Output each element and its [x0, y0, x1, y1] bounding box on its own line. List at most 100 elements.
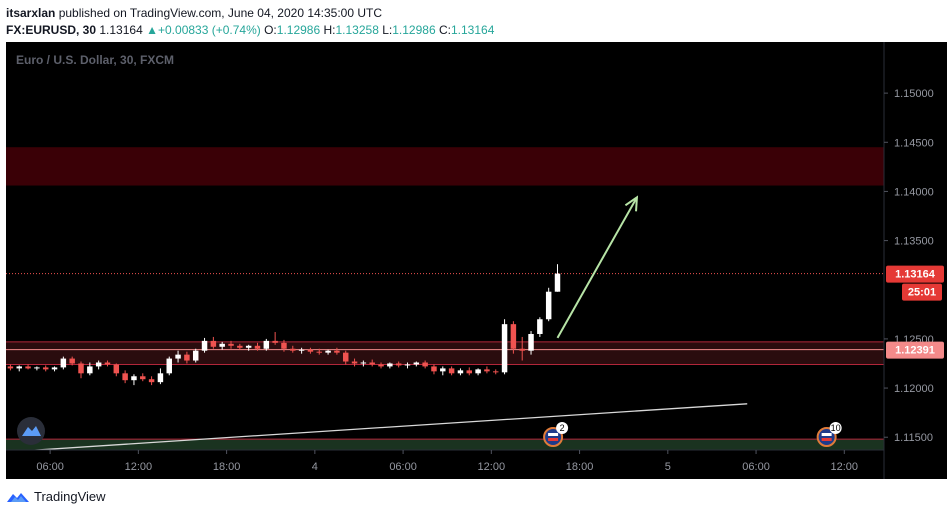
candle	[51, 366, 58, 372]
candle-body	[307, 349, 314, 352]
footer: TradingView	[6, 489, 106, 504]
candle-body	[87, 366, 93, 374]
ohlc-line: FX:EURUSD, 30 1.13164 ▲+0.00833 (+0.74%)…	[6, 23, 494, 37]
time-tick-label: 18:00	[213, 461, 241, 473]
flag-stripe	[821, 433, 832, 436]
time-tick-label: 06:00	[389, 461, 417, 473]
candle	[404, 362, 411, 369]
candle-body	[78, 363, 84, 374]
candle	[387, 362, 393, 369]
tradingview-logo-icon[interactable]	[6, 490, 30, 504]
candle	[484, 366, 490, 374]
candle	[554, 264, 561, 292]
candle	[122, 370, 128, 384]
candle	[493, 369, 499, 375]
candle-body	[554, 273, 561, 292]
candle	[440, 366, 446, 376]
low-label: L:	[382, 23, 393, 37]
countdown-label-text: 25:01	[908, 287, 936, 299]
time-tick-label: 12:00	[478, 461, 506, 473]
candle	[510, 321, 517, 354]
footer-brand[interactable]: TradingView	[34, 489, 106, 504]
last-value: 1.13164	[99, 23, 143, 37]
candle-body	[228, 343, 234, 346]
price-tick-label: 1.14500	[894, 137, 934, 149]
candle	[131, 374, 137, 386]
support-zone	[6, 341, 884, 365]
candle	[7, 364, 14, 371]
time-axis-bg	[6, 450, 884, 479]
flag-stripe	[548, 433, 559, 436]
candle-body	[122, 373, 128, 381]
event-count: 2	[560, 423, 565, 433]
candle-body	[466, 370, 473, 374]
time-tick-label: 4	[312, 461, 318, 473]
flag-stripe	[548, 438, 559, 441]
candle	[272, 332, 278, 345]
forecast-arrow	[556, 196, 638, 339]
watermark-cloud	[22, 426, 41, 436]
candle-body	[457, 370, 464, 374]
candle-body	[387, 363, 393, 367]
candle	[184, 351, 190, 364]
candle-body	[545, 291, 552, 320]
candle-body	[342, 352, 349, 362]
candle-body	[431, 366, 437, 372]
candle-body	[369, 362, 375, 365]
candle	[466, 367, 473, 376]
candle	[166, 356, 172, 376]
candle	[192, 348, 199, 363]
candle-body	[25, 366, 31, 369]
up-arrow-icon: ▲	[146, 23, 158, 37]
candle	[254, 342, 261, 351]
open-value: 1.12986	[276, 23, 321, 37]
high-value: 1.13258	[335, 23, 379, 37]
tradingview-watermark-icon	[17, 417, 45, 445]
candle-body	[95, 362, 102, 367]
candle	[395, 361, 402, 368]
candle	[431, 364, 437, 375]
candle-body	[7, 366, 14, 369]
candle	[78, 361, 84, 379]
candle	[42, 365, 49, 372]
candle-body	[537, 319, 543, 334]
candle-body	[157, 373, 164, 383]
candle	[219, 341, 225, 350]
candle-body	[42, 367, 49, 370]
candle-body	[237, 345, 243, 348]
candle	[34, 366, 40, 371]
candle	[228, 340, 234, 349]
event-count: 10	[831, 423, 841, 433]
last-price-label-box	[886, 265, 944, 283]
candle-body	[501, 324, 508, 373]
candle-body	[422, 362, 428, 367]
candle-body	[219, 343, 225, 347]
time-tick-label: 12:00	[831, 461, 859, 473]
author-name[interactable]: itsarxlan	[6, 6, 56, 20]
candle-body	[281, 342, 287, 349]
candle-body	[378, 364, 384, 367]
candle-body	[440, 368, 446, 372]
candle-body	[34, 367, 40, 369]
candle-body	[175, 354, 181, 359]
price-chart[interactable]: Euro / U.S. Dollar, 30, FXCM 06:00 12:00 18…	[5, 42, 947, 479]
candle-body	[51, 367, 58, 370]
publish-line: itsarxlan published on TradingView.com, …	[6, 6, 382, 20]
flag-icon	[543, 427, 564, 447]
open-label: O:	[264, 23, 277, 37]
candle-body	[484, 369, 490, 372]
chart-area[interactable]: Euro / U.S. Dollar, 30, FXCM 06:00 12:00 18…	[5, 42, 947, 479]
candle-body	[245, 345, 252, 348]
candle-body	[201, 340, 208, 351]
candle	[210, 336, 217, 349]
level-price-label: 1.12391	[886, 341, 944, 359]
chart-title: Euro / U.S. Dollar, 30, FXCM	[16, 53, 174, 67]
candle	[298, 347, 305, 354]
candle	[545, 287, 552, 322]
candle-body	[334, 350, 340, 353]
countdown-label-box	[902, 283, 942, 301]
candle	[175, 350, 181, 363]
price-tick-label: 1.14000	[894, 186, 934, 198]
candle-body	[351, 361, 358, 364]
candle	[325, 349, 331, 355]
